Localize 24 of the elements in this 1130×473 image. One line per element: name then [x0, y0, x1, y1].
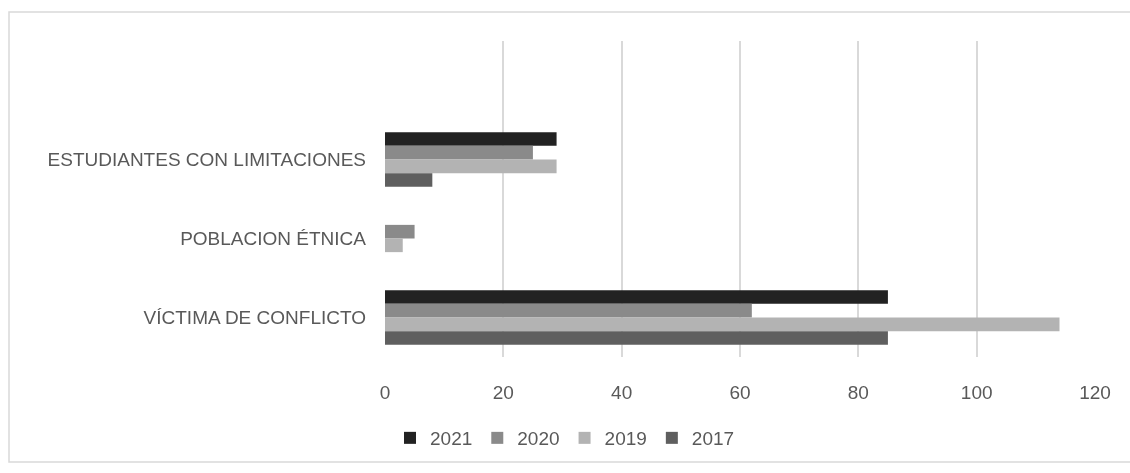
bar — [385, 238, 403, 253]
bar — [385, 132, 557, 146]
bar — [385, 290, 888, 304]
legend-label: 2020 — [517, 428, 560, 450]
bar — [385, 331, 888, 345]
x-tick-label: 120 — [1079, 382, 1111, 403]
y-tick-label: POBLACION ÉTNICA — [180, 228, 367, 250]
x-tick-label: 60 — [729, 382, 751, 403]
bar — [385, 317, 1060, 332]
x-tick-label: 100 — [960, 382, 993, 403]
bar — [385, 224, 415, 239]
x-tick-label: 0 — [379, 382, 391, 403]
legend-label: 2017 — [691, 428, 735, 450]
bar — [385, 159, 557, 174]
bar — [385, 145, 533, 160]
x-tick-label: 40 — [611, 382, 633, 403]
x-tick-label: 20 — [492, 382, 514, 403]
bar — [385, 173, 433, 187]
legend-label: 2019 — [604, 428, 647, 450]
legend-label: 2021 — [430, 428, 473, 450]
y-tick-label: VÍCTIMA DE CONFLICTO — [143, 307, 366, 329]
y-tick-label: ESTUDIANTES CON LIMITACIONES — [47, 149, 366, 171]
x-tick-label: 80 — [847, 382, 869, 403]
bar — [385, 303, 752, 318]
